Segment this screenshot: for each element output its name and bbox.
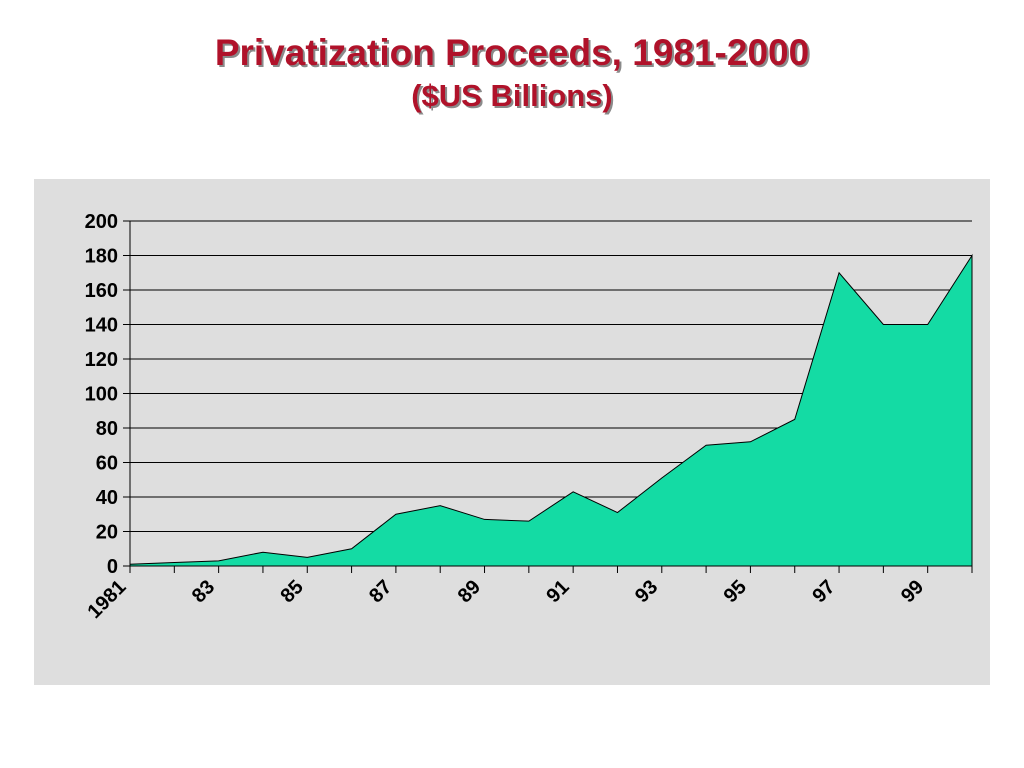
y-tick-label-80: 80 xyxy=(96,418,118,440)
y-tick-label-20: 20 xyxy=(96,522,118,544)
x-tick-label-1981: 1981 xyxy=(84,576,131,623)
x-tick-label-1991: 91 xyxy=(542,576,573,607)
x-tick-label-1989: 89 xyxy=(454,576,485,607)
x-tick-label-1985: 85 xyxy=(277,576,308,607)
y-tick-label-0: 0 xyxy=(107,556,118,578)
chart-title: Privatization Proceeds, 1981-2000 xyxy=(214,32,810,73)
x-tick-label-1993: 93 xyxy=(631,576,662,607)
y-tick-label-120: 120 xyxy=(85,349,118,371)
area-chart: 0 20 40 60 80 100 120 140 160 180 200 1981 83 85 87 89 9… xyxy=(84,211,973,623)
x-tick-label-1983: 83 xyxy=(188,576,219,607)
y-tick-label-200: 200 xyxy=(85,211,118,233)
chart-panel: 0 20 40 60 80 100 120 140 160 180 200 1981 83 85 87 89 9… xyxy=(34,179,990,685)
y-tick-label-160: 160 xyxy=(85,280,118,302)
y-tick-label-180: 180 xyxy=(85,246,118,268)
area-series xyxy=(129,253,973,567)
y-tick-label-60: 60 xyxy=(96,453,118,475)
y-tick-label-140: 140 xyxy=(85,315,118,337)
x-tick-label-1997: 97 xyxy=(808,576,839,607)
x-tick-label-1999: 99 xyxy=(897,576,928,607)
y-tick-label-100: 100 xyxy=(85,384,118,406)
chart-subtitle: ($US Billions) xyxy=(411,78,613,113)
x-tick-label-1987: 87 xyxy=(365,576,396,607)
y-tick-label-40: 40 xyxy=(96,487,118,509)
x-tick-label-1995: 95 xyxy=(720,576,751,607)
title-block: Privatization Proceeds, 1981-2000 ($US B… xyxy=(0,30,1024,116)
